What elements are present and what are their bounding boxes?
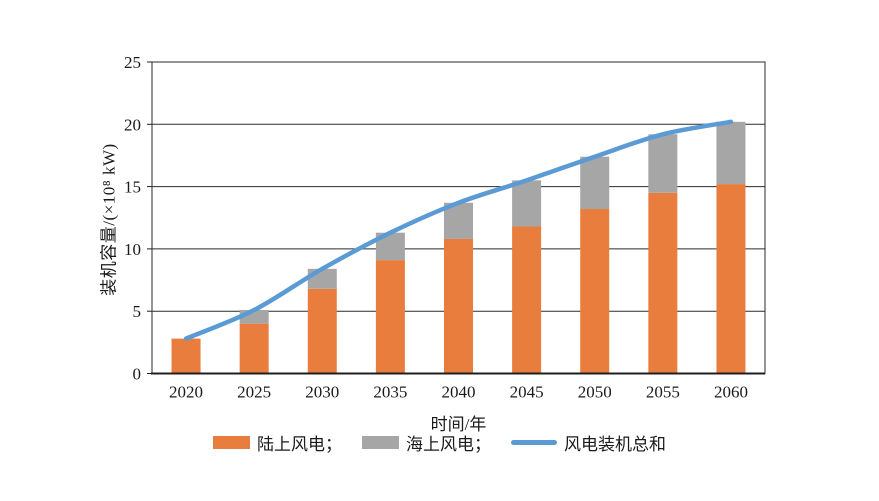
legend-label-total: 风电装机总和 [564,435,666,454]
y-tick-label-10: 10 [124,240,141,259]
y-tick-label-25: 25 [124,53,141,72]
bar-offshore-2030 [307,268,337,289]
bar-onshore-2050 [580,209,610,374]
bar-onshore-2020 [171,338,201,374]
bar-offshore-2060 [716,121,746,185]
legend-item-onshore: 陆上风电； [213,430,342,455]
bar-offshore-2045 [512,180,542,227]
legend-item-total: 风电装机总和 [511,430,666,455]
bar-onshore-2025 [239,323,269,374]
total-line-path [183,119,734,341]
bar-offshore-2050 [580,156,610,210]
onshore-swatch [213,436,250,449]
x-axis-title: 时间/年 [430,415,487,434]
bar-offshore-2055 [648,134,678,193]
total-line [183,119,734,341]
x-tick-label-2035: 2035 [373,383,407,402]
x-axis-tick-labels: 2020 2025 2030 2035 2040 2045 2050 2055 2060 [169,383,748,402]
y-tick-label-15: 15 [124,178,141,197]
y-tick-label-5: 5 [133,302,142,321]
x-tick-label-2020: 2020 [169,383,203,402]
bar-onshore-2035 [375,260,405,374]
x-tick-label-2040: 2040 [442,383,476,402]
axes [147,61,765,375]
x-tick-label-2045: 2045 [510,383,544,402]
y-axis-tick-labels: 0 5 10 15 20 25 [124,53,141,384]
bar-onshore-2055 [648,192,678,374]
x-tick-label-2060: 2060 [714,383,748,402]
offshore-swatch [362,436,399,449]
y-tick-label-20: 20 [124,115,141,134]
legend-label-offshore: 海上风电； [406,435,491,454]
legend-item-offshore: 海上风电； [362,430,491,455]
legend: 陆上风电； 海上风电； 风电装机总和 [0,430,879,455]
bar-onshore-2045 [512,226,542,374]
bar-onshore-2060 [716,184,746,374]
legend-label-onshore: 陆上风电； [257,435,342,454]
bar-onshore-2030 [307,288,337,374]
bars-group [171,121,746,374]
y-tick-label-0: 0 [133,365,142,384]
x-tick-label-2025: 2025 [237,383,271,402]
x-tick-label-2055: 2055 [646,383,680,402]
bar-onshore-2040 [444,238,473,374]
x-tick-label-2030: 2030 [305,383,339,402]
y-axis-title: 装机容量/(×10⁸ kW) [99,143,119,296]
x-tick-label-2050: 2050 [578,383,612,402]
total-line-swatch [511,440,557,445]
